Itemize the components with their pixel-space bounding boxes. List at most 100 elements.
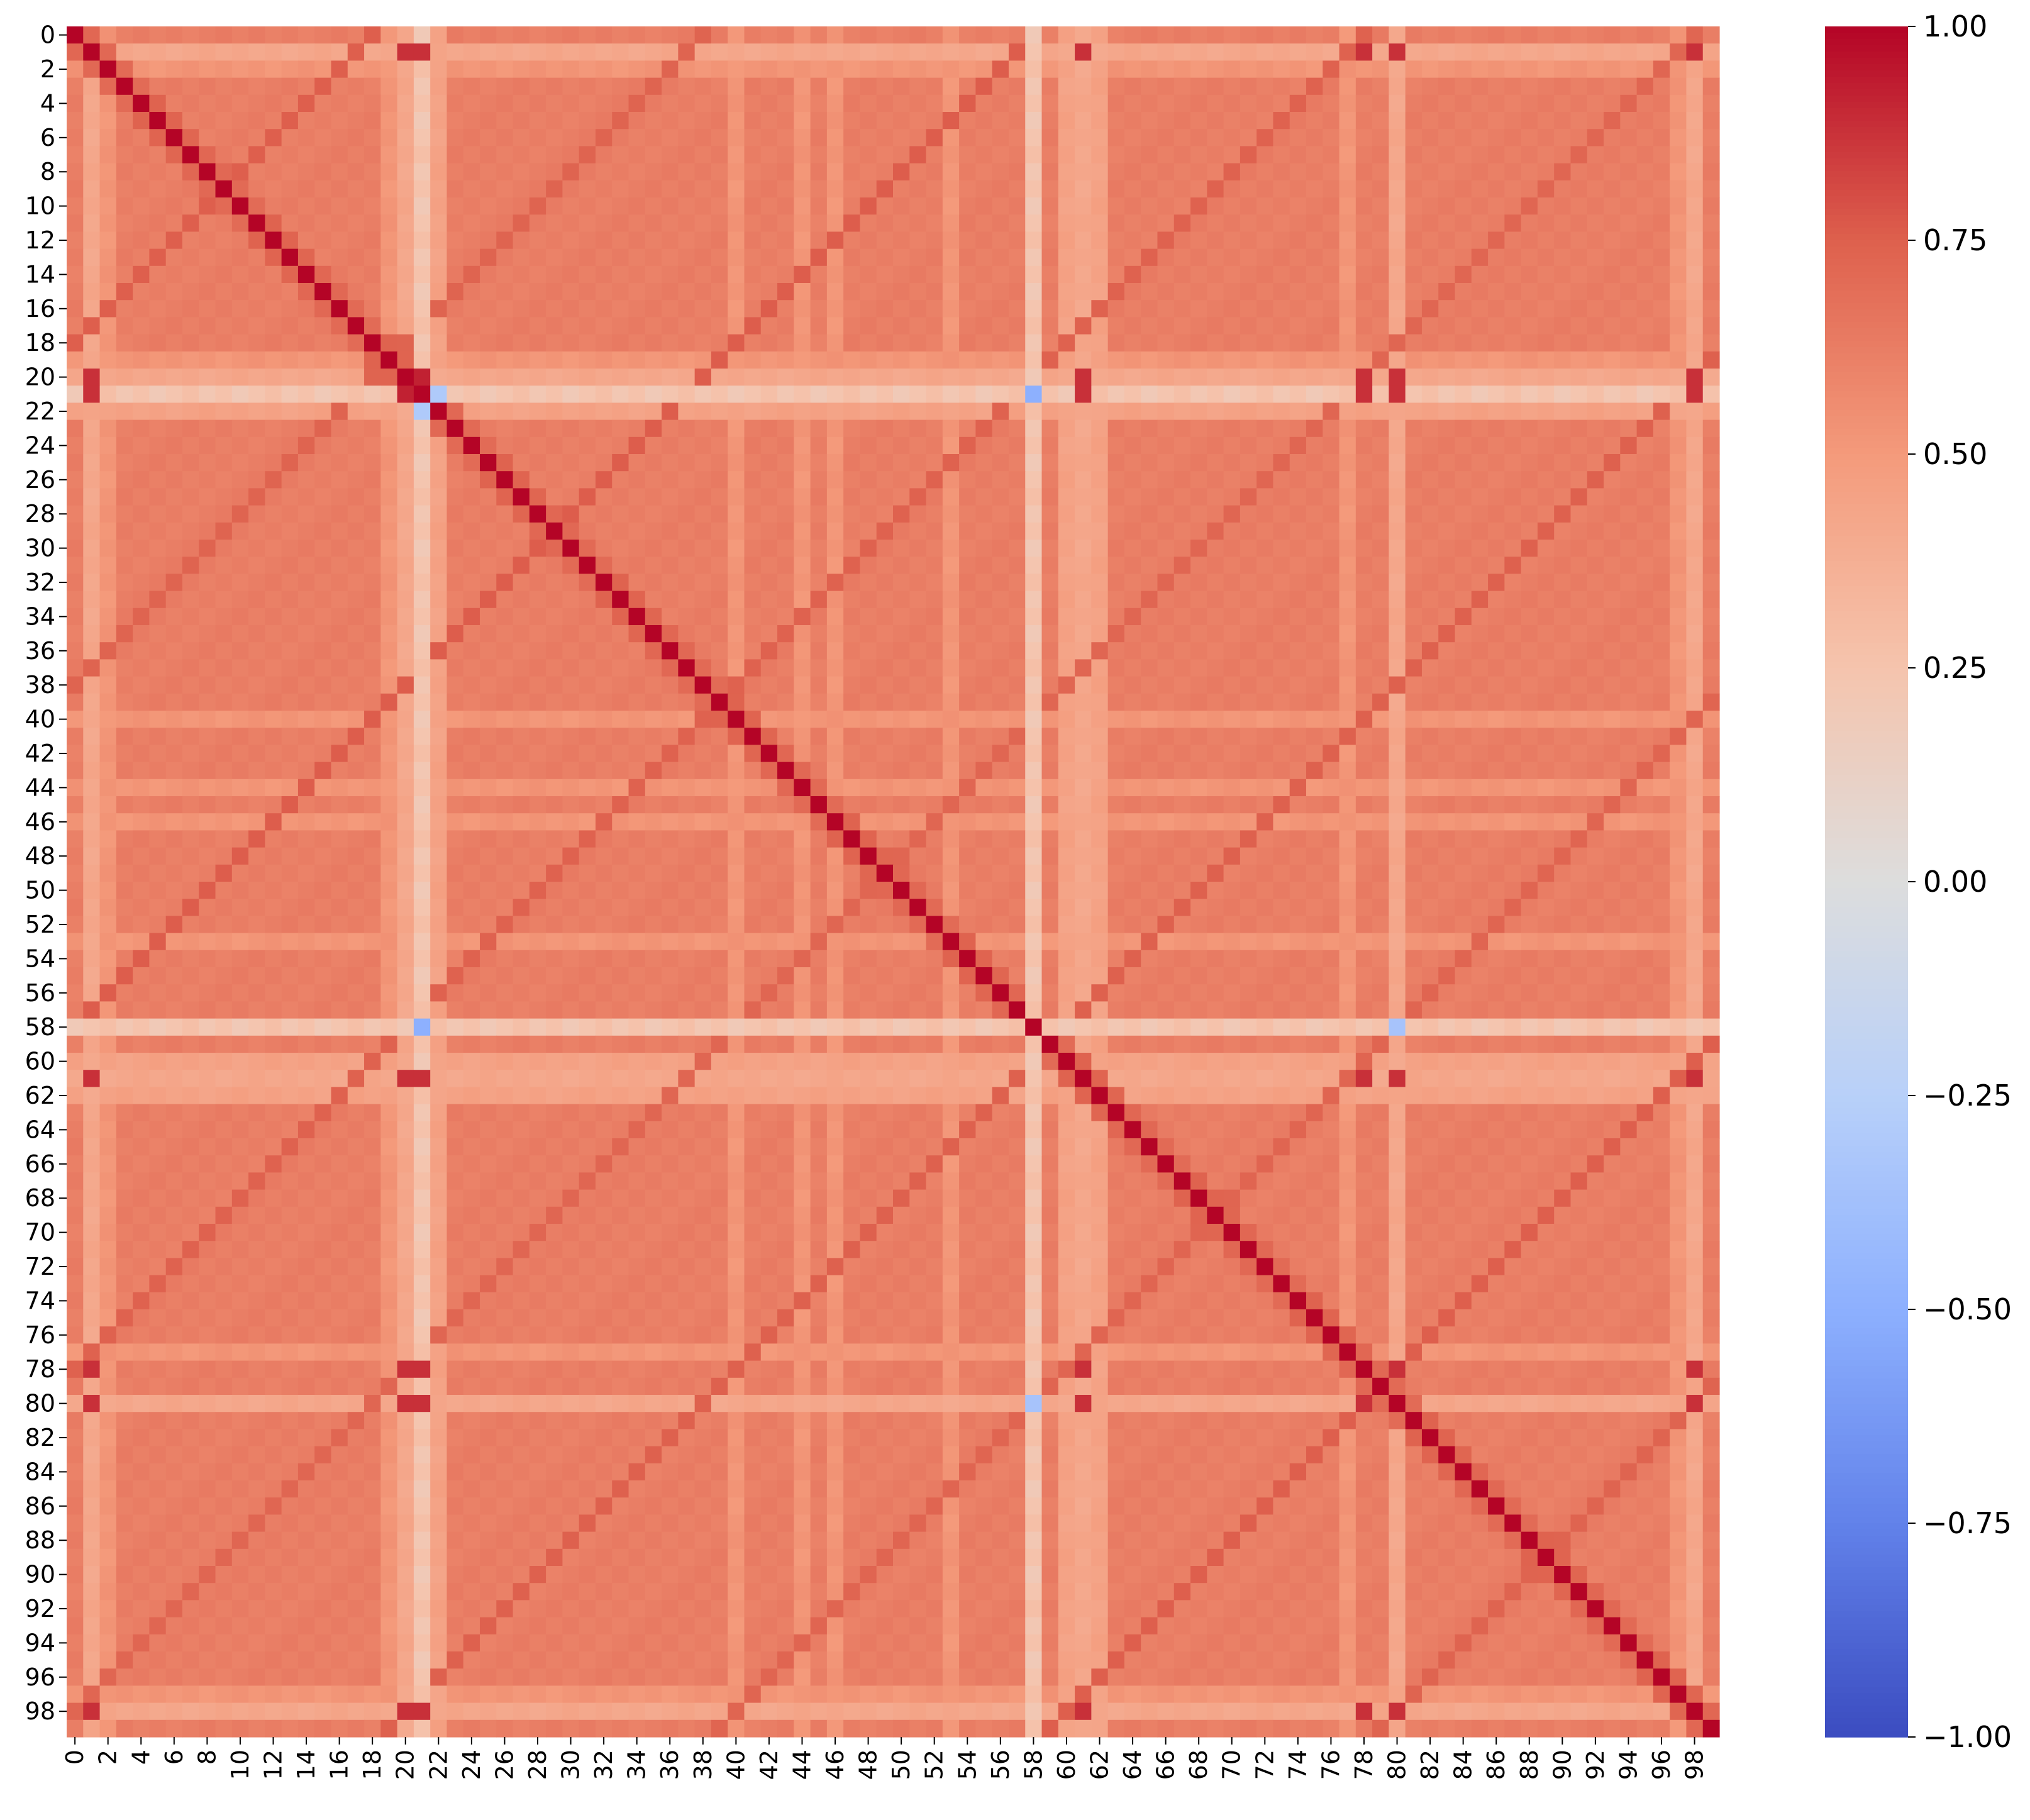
heatmap-cell [331,26,348,44]
heatmap-cell [1521,642,1538,660]
heatmap-cell [711,642,728,660]
heatmap-cell [1091,60,1109,79]
heatmap-cell [215,386,233,403]
heatmap-cell [1421,728,1439,745]
heatmap-cell [397,317,414,335]
heatmap-cell [777,728,794,745]
heatmap-cell [1058,180,1075,198]
heatmap-cell [1504,642,1522,660]
heatmap-cell [728,540,745,557]
heatmap-cell [1636,830,1654,848]
heatmap-cell [959,796,976,814]
heatmap-cell [1471,608,1489,626]
heatmap-cell [595,163,613,181]
heatmap-cell [1570,180,1588,198]
heatmap-cell [182,43,199,61]
heatmap-cell [909,454,927,472]
heatmap-cell [1636,146,1654,164]
heatmap-cell [926,762,943,780]
heatmap-cell [413,574,431,592]
heatmap-cell [1339,43,1356,61]
heatmap-cell [215,659,233,677]
heatmap-cell [331,488,348,506]
heatmap-cell [165,711,183,728]
heatmap-cell [480,436,497,455]
heatmap-cell [1521,43,1538,61]
heatmap-cell [1058,830,1075,848]
heatmap-cell [248,197,265,215]
heatmap-cell [1058,557,1075,574]
heatmap-cell [1570,864,1588,882]
heatmap-cell [860,419,877,438]
heatmap-cell [893,112,910,130]
heatmap-cell [1323,112,1340,130]
heatmap-cell [215,419,233,438]
heatmap-cell [562,762,580,780]
heatmap-cell [116,830,133,848]
heatmap-cell [1372,300,1389,318]
heatmap-cell [1025,231,1043,250]
heatmap-cell [579,847,596,865]
heatmap-cell [116,351,133,369]
heatmap-cell [1339,488,1356,506]
heatmap-cell [1686,488,1704,506]
heatmap-cell [265,265,282,284]
heatmap-cell [860,369,877,386]
heatmap-cell [1323,369,1340,386]
heatmap-cell [1653,112,1670,130]
heatmap-cell [662,231,679,250]
heatmap-cell [1124,334,1141,352]
heatmap-cell [513,728,530,745]
heatmap-cell [1075,847,1092,865]
heatmap-cell [1570,659,1588,677]
heatmap-cell [1421,864,1439,882]
heatmap-cell [1190,693,1207,711]
heatmap-cell [1157,334,1175,352]
heatmap-cell [413,608,431,626]
heatmap-cell [1207,265,1224,284]
heatmap-cell [975,847,993,865]
heatmap-cell [876,231,894,250]
heatmap-cell [1355,505,1373,523]
heatmap-cell [314,386,332,403]
heatmap-cell [1355,557,1373,574]
heatmap-cell [1421,454,1439,472]
heatmap-cell [1438,300,1456,318]
heatmap-cell [909,180,927,198]
heatmap-cell [133,94,150,113]
heatmap-cell [744,693,762,711]
heatmap-cell [281,847,299,865]
heatmap-cell [1686,693,1704,711]
heatmap-cell [1686,540,1704,557]
heatmap-cell [1289,283,1307,301]
heatmap-cell [1521,112,1538,130]
heatmap-cell [231,231,249,250]
heatmap-cell [1124,163,1141,181]
heatmap-cell [628,386,646,403]
heatmap-cell [1157,625,1175,643]
heatmap-cell [1289,471,1307,489]
heatmap-cell [876,779,894,797]
heatmap-cell [430,642,448,660]
heatmap-cell [1620,231,1638,250]
heatmap-cell [331,351,348,369]
heatmap-cell [975,540,993,557]
heatmap-cell [1455,112,1472,130]
heatmap-cell [1488,231,1505,250]
heatmap-cell [612,642,630,660]
heatmap-cell [1173,847,1191,865]
heatmap-cell [893,796,910,814]
heatmap-cell [1223,231,1241,250]
heatmap-cell [133,864,150,882]
heatmap-cell [1339,334,1356,352]
heatmap-cell [297,300,315,318]
heatmap-cell [1141,796,1158,814]
heatmap-cell [297,231,315,250]
heatmap-cell [1025,283,1043,301]
heatmap-cell [1289,77,1307,96]
heatmap-cell [1339,317,1356,335]
heatmap-cell [942,214,960,232]
heatmap-cell [1702,43,1720,61]
heatmap-cell [1306,43,1323,61]
heatmap-cell [794,830,811,848]
